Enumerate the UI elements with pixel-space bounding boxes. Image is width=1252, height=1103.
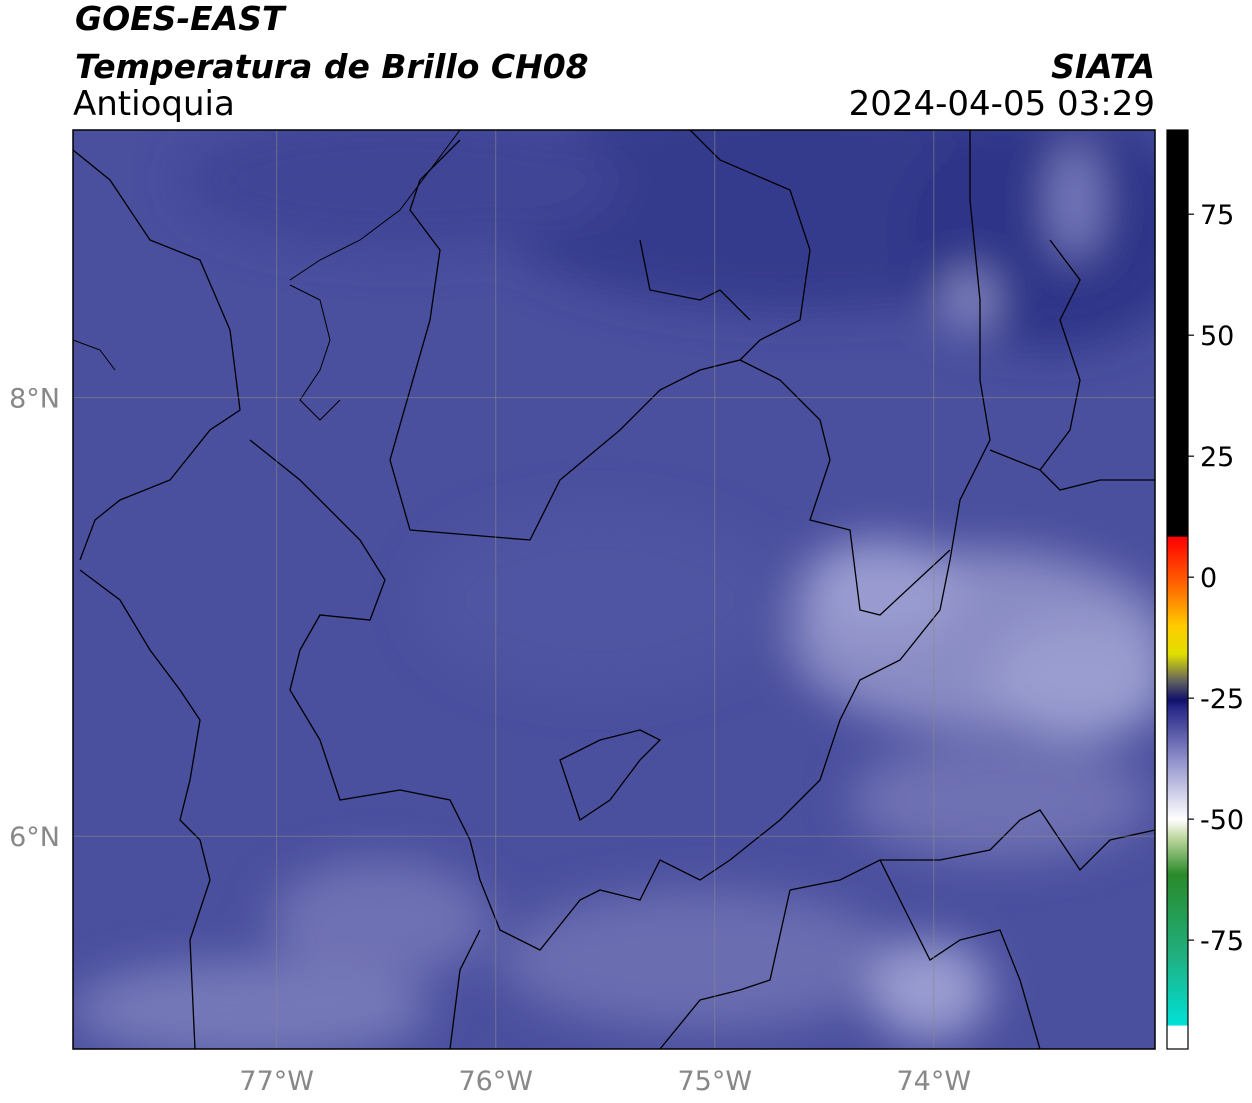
- map-frame: [72, 129, 1156, 1050]
- gridlines: [73, 130, 1155, 1049]
- colorbar-tick-label: -75: [1200, 926, 1244, 957]
- colorbar: [1166, 129, 1189, 1050]
- x-tick-label: 77°W: [239, 1066, 314, 1097]
- colorbar-tick-label: 50: [1200, 321, 1234, 352]
- x-tick-label: 76°W: [458, 1066, 533, 1097]
- colorbar-tick-label: 0: [1200, 563, 1217, 594]
- map-field: [73, 130, 1155, 1049]
- x-tick-label: 75°W: [677, 1066, 752, 1097]
- coast: [73, 130, 461, 421]
- title: GOES-EAST: [75, 0, 287, 38]
- y-tick-label: 6°N: [9, 822, 60, 853]
- datetime: 2024-04-05 03:29: [849, 84, 1155, 124]
- region: Antioquia: [73, 84, 235, 124]
- subtitle: Temperatura de Brillo CH08: [75, 47, 589, 86]
- x-tick-label: 74°W: [897, 1066, 972, 1097]
- colorbar-tick-label: 25: [1200, 442, 1234, 473]
- colorbar-tick-label: -25: [1200, 684, 1244, 715]
- colorbar-tick-label: 75: [1200, 200, 1234, 231]
- colorbar-tick-label: -50: [1200, 805, 1244, 836]
- y-tick-label: 8°N: [9, 384, 60, 415]
- source: SIATA: [1051, 47, 1155, 86]
